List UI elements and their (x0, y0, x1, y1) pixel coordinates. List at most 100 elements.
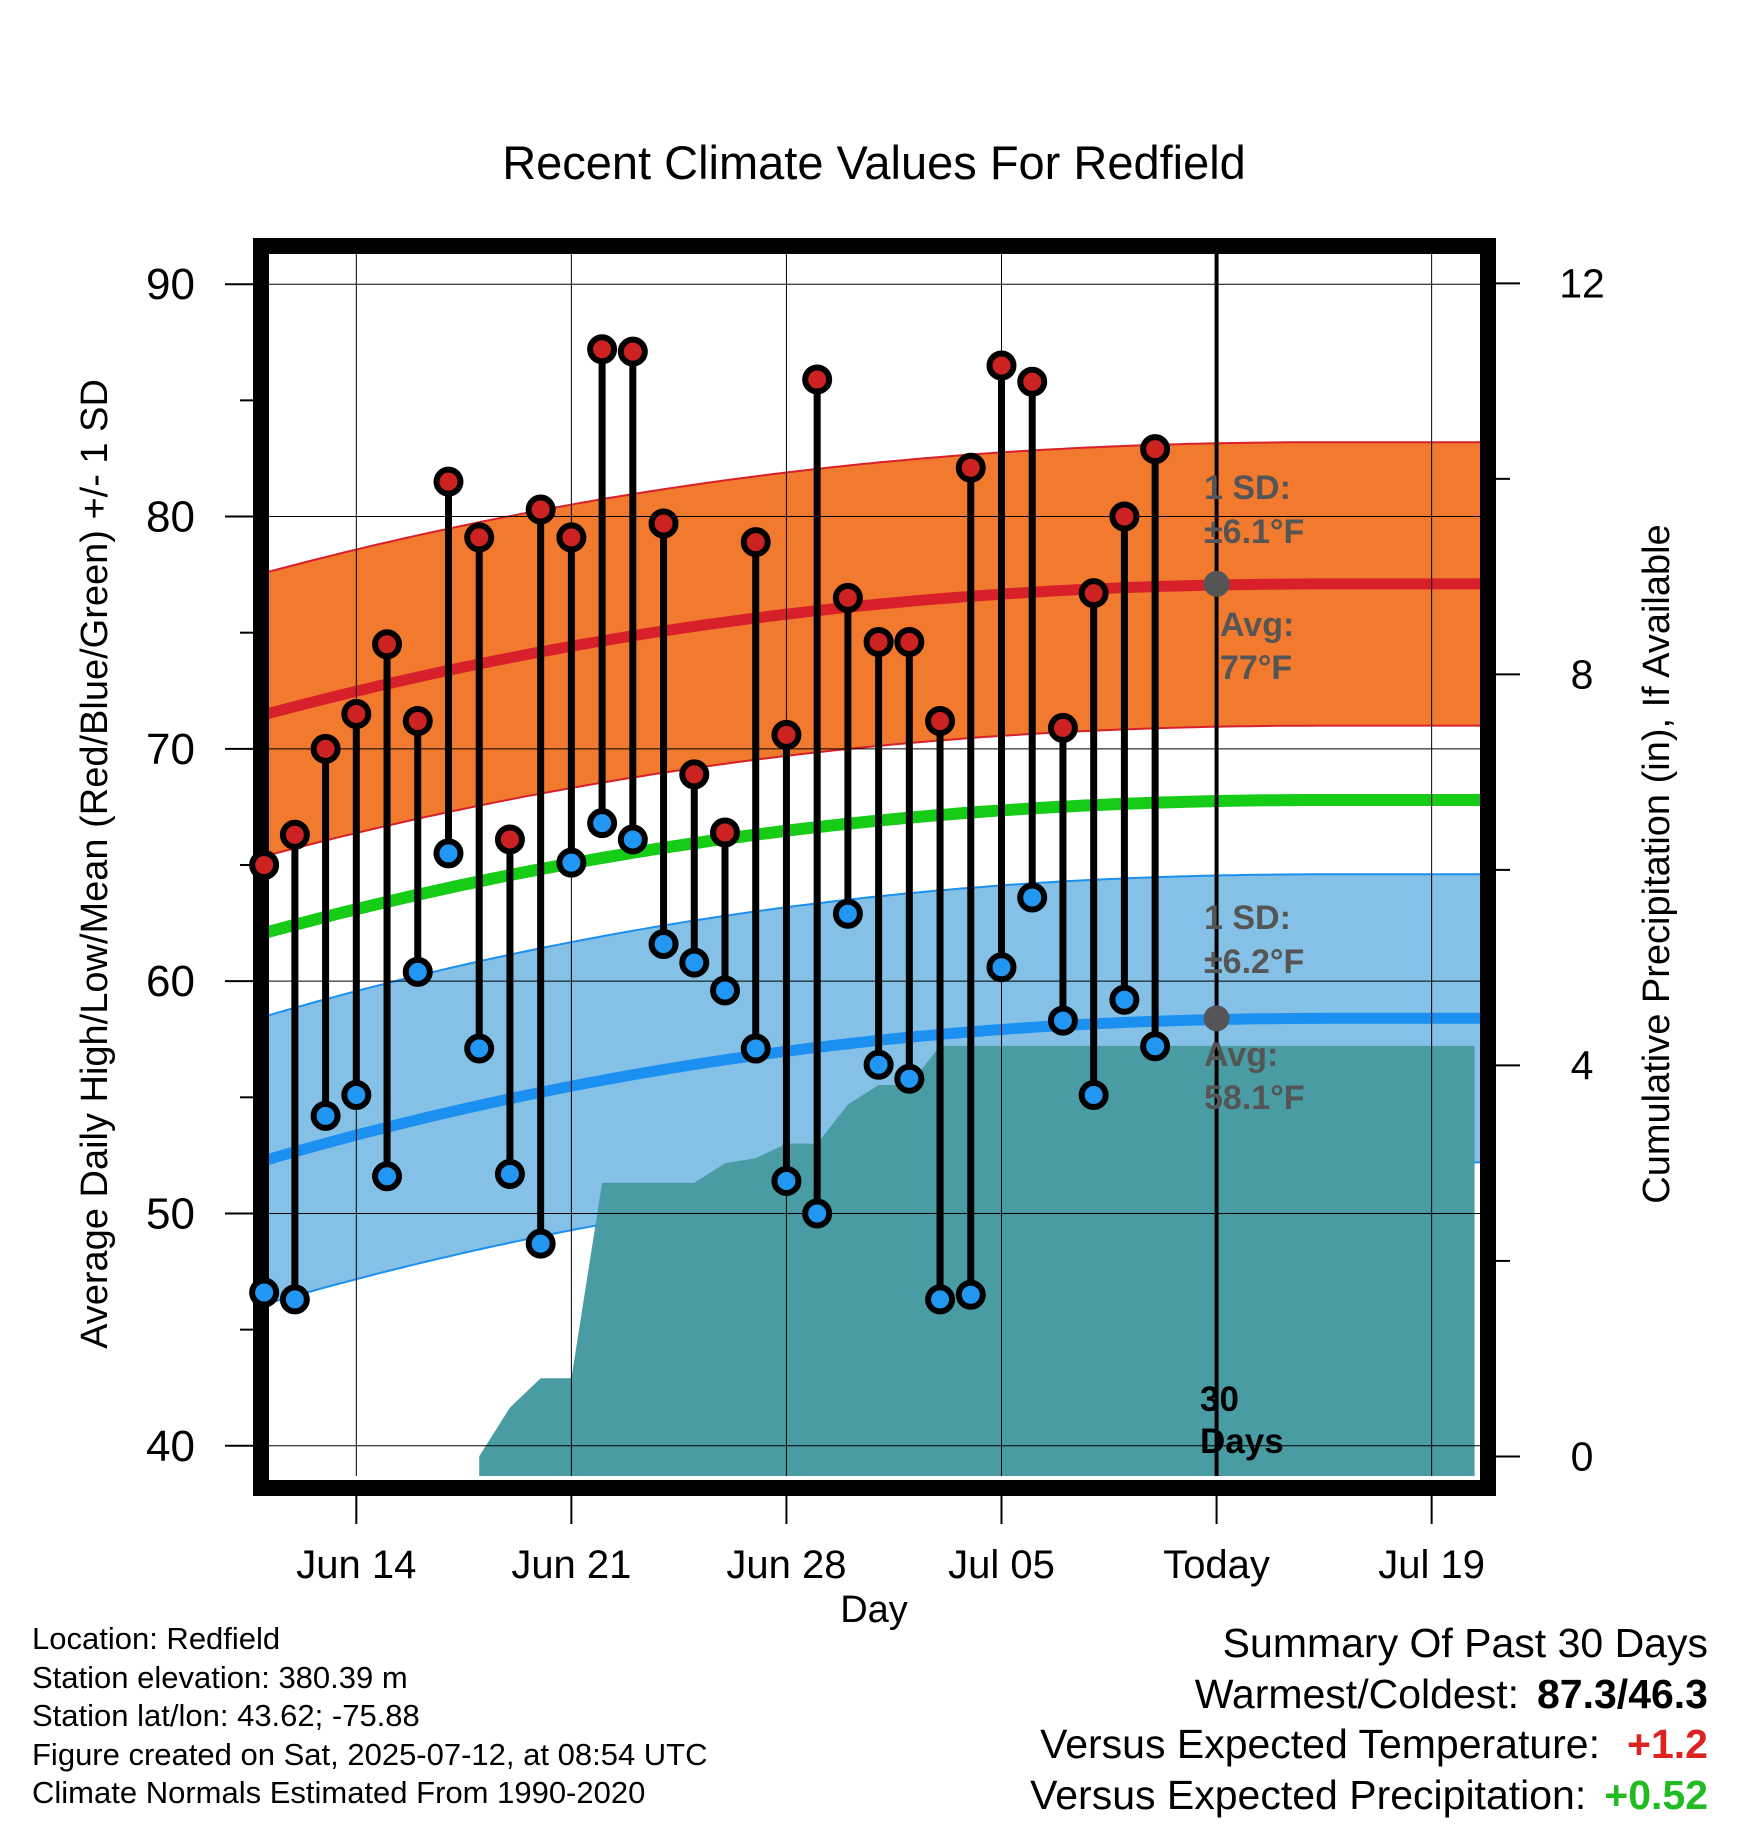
low-marker (925, 1284, 956, 1315)
high-marker (402, 705, 433, 736)
high-marker (372, 629, 403, 660)
x-tick-label: Jul 05 (948, 1543, 1055, 1587)
normal-low-line (258, 1012, 1487, 1168)
x-tick-label: Jul 19 (1378, 1543, 1485, 1587)
x-tick-label: Jun 14 (296, 1543, 416, 1587)
axes: 40 50 60 70 80 90 0 4 8 12 Jun 14 Jun 21 Jun 28 Jul 0… (146, 238, 1605, 1587)
low-avg-dot (1203, 1005, 1230, 1032)
high-marker (494, 824, 525, 855)
y-tick-label: 80 (146, 493, 195, 542)
low-marker (341, 1079, 372, 1110)
low-marker (1078, 1079, 1109, 1110)
temp-value: +1.2 (1627, 1721, 1708, 1767)
low-marker (372, 1161, 403, 1192)
high-marker (1047, 712, 1078, 743)
low-marker (1109, 984, 1140, 1015)
y-tick-label: 90 (146, 260, 195, 309)
station-info: Location: Redfield Station elevation: 38… (32, 1620, 708, 1813)
warmest-value: 87.3/46.3 (1537, 1670, 1708, 1717)
high-avg-value: 77°F (1220, 649, 1292, 687)
low-marker (587, 808, 618, 839)
high-marker (648, 508, 679, 539)
high-marker (802, 364, 833, 395)
days-count-label: 30 (1200, 1380, 1239, 1419)
high-marker (525, 494, 556, 525)
high-marker (709, 817, 740, 848)
low-marker (556, 847, 587, 878)
low-marker (1047, 1005, 1078, 1036)
elevation-text: Station elevation: 380.39 m (32, 1659, 408, 1695)
location-text: Location: Redfield (32, 1621, 281, 1656)
high-avg-label: Avg: (1220, 606, 1294, 644)
x-tick-label: Jun 21 (511, 1543, 631, 1587)
y-tick-label: 60 (146, 957, 195, 1006)
y-axis-label: Average Daily High/Low/Mean (Red/Blue/Gr… (74, 379, 116, 1349)
low-marker (464, 1033, 495, 1064)
low-marker (310, 1100, 341, 1131)
high-marker (1109, 501, 1140, 532)
low-avg-label: Avg: (1204, 1036, 1278, 1074)
days-word-label: Days (1200, 1422, 1284, 1461)
low-marker (525, 1228, 556, 1259)
high-marker (986, 350, 1017, 381)
low-marker (863, 1049, 894, 1080)
latlon-text: Station lat/lon: 43.62; -75.88 (32, 1698, 420, 1733)
precip-label: Versus Expected Precipitation: (1030, 1771, 1587, 1818)
y2-tick-label: 0 (1571, 1433, 1594, 1479)
summary-title: Summary Of Past 30 Days (1222, 1620, 1708, 1666)
high-marker (955, 452, 986, 483)
high-marker (617, 336, 648, 367)
x-tick-label: Jun 28 (726, 1543, 846, 1587)
low-marker (648, 928, 679, 959)
created-text: Figure created on Sat, 2025-07-12, at 08… (32, 1736, 708, 1772)
y-tick-label: 70 (146, 725, 195, 774)
precip-area (479, 1045, 1475, 1476)
x-axis-label: Day (840, 1589, 908, 1631)
y2-tick-label: 12 (1559, 260, 1605, 306)
low-marker (279, 1284, 310, 1315)
summary-temp-row: Versus Expected Temperature: +1.2 (1030, 1719, 1708, 1770)
y2-axis-label: Cumulative Precipitation (in), If Availa… (1636, 524, 1678, 1203)
low-marker (494, 1158, 525, 1189)
normal-mean-line (258, 794, 1487, 941)
low-marker (955, 1279, 986, 1310)
summary-warmest-row: Warmest/Coldest: 87.3/46.3 (1030, 1669, 1708, 1720)
high-marker (925, 705, 956, 736)
high-marker (433, 466, 464, 497)
high-marker (740, 527, 771, 558)
high-marker (249, 850, 280, 880)
low-marker (617, 824, 648, 855)
low-marker (249, 1277, 280, 1308)
high-marker (341, 698, 372, 729)
low-marker (771, 1165, 802, 1196)
low-marker (740, 1033, 771, 1064)
warmest-label: Warmest/Coldest: (1194, 1670, 1519, 1717)
y-tick-label: 40 (146, 1422, 195, 1471)
high-marker (863, 626, 894, 657)
y2-tick-label: 8 (1571, 651, 1594, 697)
summary-precip-row: Versus Expected Precipitation: +0.52 (1030, 1770, 1708, 1821)
high-marker (679, 759, 710, 790)
high-marker (771, 719, 802, 750)
low-marker (433, 838, 464, 869)
high-marker (279, 819, 310, 850)
high-sd-value: ±6.1°F (1204, 513, 1304, 551)
high-marker (1140, 434, 1171, 465)
low-sd-value: ±6.2°F (1204, 943, 1304, 981)
high-marker (894, 626, 925, 657)
low-sd-label: 1 SD: (1204, 899, 1291, 937)
low-marker (894, 1063, 925, 1094)
high-marker (1078, 578, 1109, 609)
high-marker (832, 582, 863, 613)
high-marker (310, 733, 341, 764)
low-marker (709, 975, 740, 1006)
high-marker (1017, 366, 1048, 397)
high-marker (587, 334, 618, 365)
low-marker (1017, 882, 1048, 913)
high-avg-dot (1203, 570, 1230, 597)
summary-panel: Summary Of Past 30 Days Warmest/Coldest:… (1030, 1618, 1708, 1820)
low-marker (802, 1198, 833, 1229)
precip-value: +0.52 (1604, 1771, 1708, 1818)
data-marks (249, 334, 1230, 1315)
